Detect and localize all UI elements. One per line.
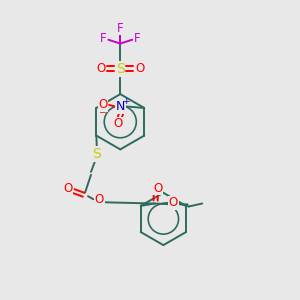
Text: S: S [93,147,101,161]
Text: F: F [117,22,124,34]
Text: O: O [96,62,106,75]
Text: +: + [122,97,130,106]
Text: S: S [116,62,125,76]
Text: O: O [99,98,108,112]
Text: O: O [169,196,178,209]
Text: −: − [98,107,106,116]
Text: O: O [95,193,104,206]
Text: F: F [100,32,106,45]
Text: N: N [116,100,125,113]
Text: F: F [134,32,140,45]
Text: O: O [135,62,144,75]
Text: O: O [63,182,72,195]
Text: O: O [153,182,162,194]
Text: O: O [113,117,123,130]
